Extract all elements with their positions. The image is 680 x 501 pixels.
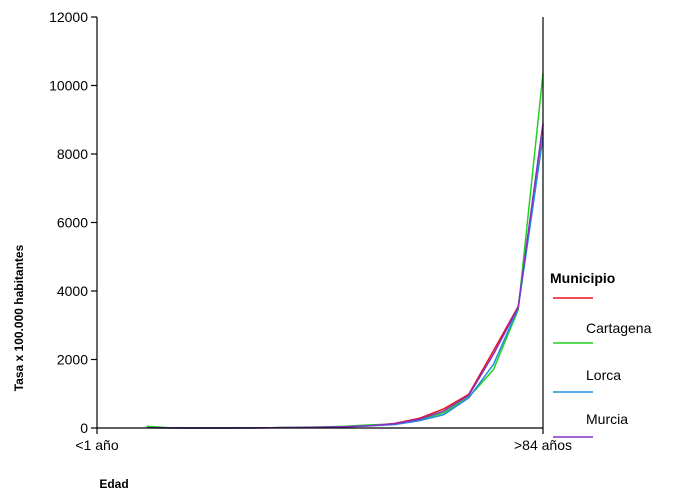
legend-title: Municipio — [550, 270, 615, 286]
y-tick-label: 0 — [80, 420, 88, 436]
legend-label: Lorca — [586, 367, 621, 383]
legend: Municipio Cartagena Lorca Murcia — [550, 270, 652, 438]
y-tick-label: 10000 — [49, 78, 88, 94]
x-axis-title: Edad — [99, 477, 128, 491]
legend-label: Cartagena — [586, 320, 652, 336]
y-tick-label: 8000 — [57, 146, 88, 162]
y-tick-label: 4000 — [57, 283, 88, 299]
series-line-lorca — [146, 136, 544, 429]
x-tick-label: <1 año — [75, 437, 118, 453]
y-tick-label: 6000 — [57, 215, 88, 231]
legend-label: Murcia — [586, 411, 628, 427]
y-tick-label: 2000 — [57, 352, 88, 368]
x-tick-label: >84 años — [514, 437, 572, 453]
series-line-murcia — [146, 123, 544, 429]
y-tick-label: 12000 — [49, 9, 88, 25]
series-line-cartagena — [146, 73, 544, 429]
series-line-unnamed — [146, 124, 544, 429]
y-axis-title: Tasa x 100.000 habitantes — [12, 244, 26, 391]
